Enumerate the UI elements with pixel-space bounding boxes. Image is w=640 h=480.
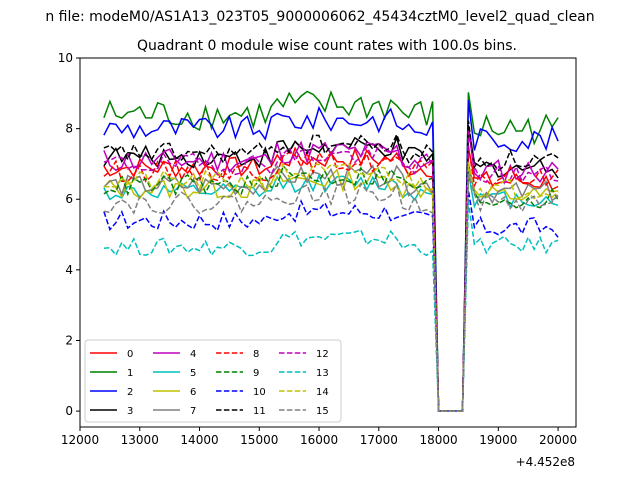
y-tick-label: 4 [65,263,73,277]
legend-label-6: 6 [190,387,196,398]
legend-label-13: 13 [316,368,329,379]
series-line-15 [103,174,559,412]
x-offset-label: +4.452e8 [516,455,575,469]
series-line-11 [103,120,559,412]
x-tick-label: 16000 [300,433,338,447]
legend-label-5: 5 [190,368,196,379]
x-tick-label: 17000 [360,433,398,447]
series-line-9 [103,164,559,412]
x-tick-label: 13000 [121,433,159,447]
legend-label-15: 15 [316,406,329,417]
legend-label-3: 3 [127,406,133,417]
y-tick-label: 8 [65,122,73,136]
series-layer [103,89,559,412]
series-line-13 [103,201,559,412]
series-line-2 [103,100,559,412]
x-tick-label: 15000 [240,433,278,447]
x-tick-label: 14000 [180,433,218,447]
series-line-8 [103,145,559,412]
y-tick-label: 2 [65,333,73,347]
legend-label-0: 0 [127,349,133,360]
chart-suptitle: n file: modeM0/AS1A13_023T05_9000006062_… [45,9,594,25]
y-tick-label: 6 [65,192,73,206]
legend-label-10: 10 [253,387,266,398]
y-tick-label: 10 [58,51,73,65]
legend-label-14: 14 [316,387,329,398]
legend-label-4: 4 [190,349,196,360]
x-tick-label: 12000 [61,433,99,447]
series-line-14 [103,161,559,412]
legend-label-8: 8 [253,349,259,360]
legend-label-7: 7 [190,406,196,417]
legend-label-1: 1 [127,368,133,379]
x-tick-label: 19000 [479,433,517,447]
legend-label-12: 12 [316,349,329,360]
series-line-12 [103,132,559,412]
chart-title: Quadrant 0 module wise count rates with … [137,38,517,54]
legend-label-11: 11 [253,406,266,417]
legend-box [84,339,342,423]
legend-label-2: 2 [127,387,133,398]
y-tick-label: 0 [65,404,73,418]
x-tick-label: 20000 [539,433,577,447]
legend-label-9: 9 [253,368,259,379]
x-tick-label: 18000 [419,433,457,447]
plot-frame [79,57,577,428]
axis-ticks: 12000 13000 14000 15000 16000 17000 18000 19000… [58,51,577,447]
